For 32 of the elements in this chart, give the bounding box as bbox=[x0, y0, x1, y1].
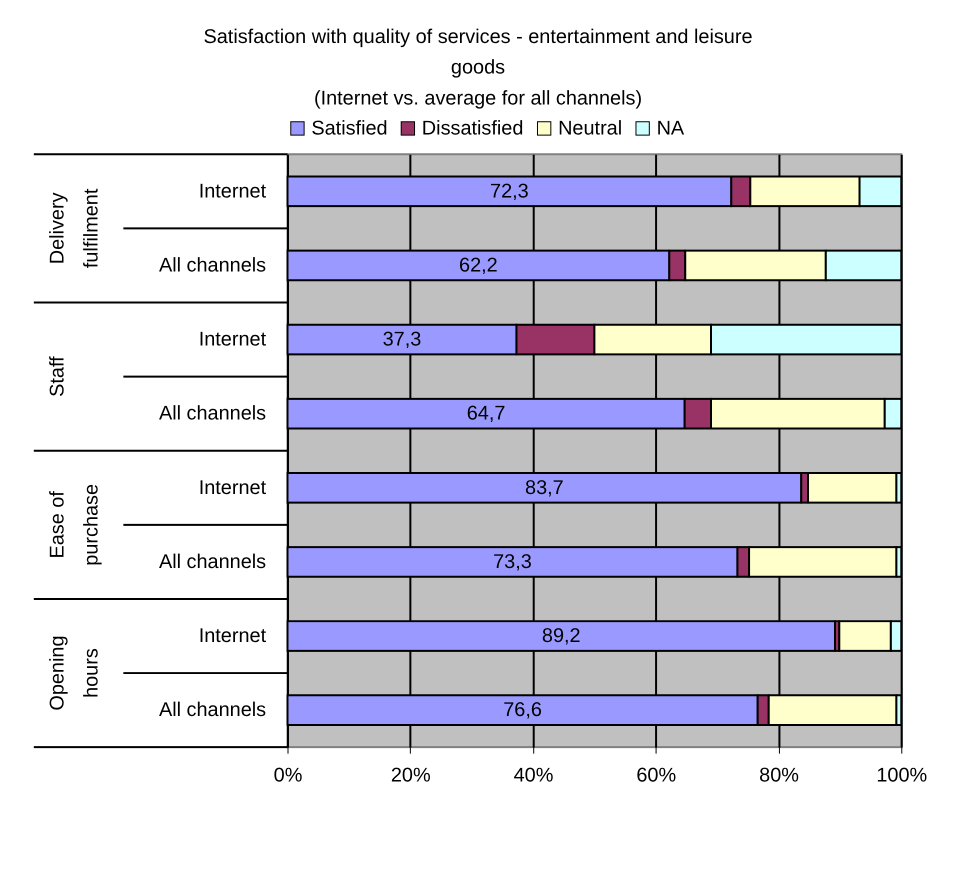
x-tick-label: 40% bbox=[514, 764, 554, 786]
y-tick-label: All channels bbox=[158, 402, 266, 425]
data-label: 76,6 bbox=[503, 699, 542, 722]
data-label: 62,2 bbox=[459, 254, 498, 276]
chart-title: Satisfaction with quality of services - entertainment and leisure goods bbox=[203, 26, 753, 79]
legend-label: NA bbox=[656, 117, 685, 140]
y-tick-label: Internet bbox=[198, 476, 267, 499]
text: Staff bbox=[46, 356, 69, 397]
x-tick-label: 0% bbox=[274, 764, 302, 786]
data-label: 73,3 bbox=[493, 550, 532, 573]
data-label: 89,2 bbox=[542, 624, 581, 647]
legend-label: Satisfied bbox=[311, 117, 388, 140]
y-tick-label: Internet bbox=[198, 180, 267, 202]
x-tick-label: 60% bbox=[636, 764, 676, 786]
chart-subtitle: (Internet vs. average for all channels) bbox=[314, 88, 642, 110]
legend-label: Neutral bbox=[558, 117, 622, 140]
legend-label: Dissatisfied bbox=[422, 117, 524, 140]
data-label: 83,7 bbox=[525, 476, 564, 499]
y-tick-label: Internet bbox=[198, 624, 267, 647]
data-label: 37,3 bbox=[382, 328, 422, 351]
data-label: 64,7 bbox=[466, 402, 506, 425]
y-tick-label: Internet bbox=[198, 328, 267, 351]
y-tick-label: All channels bbox=[158, 254, 266, 276]
text: Opening hours bbox=[46, 635, 102, 711]
y-tick-label: All channels bbox=[158, 699, 266, 722]
x-tick-label: 20% bbox=[390, 764, 431, 786]
text: Delivery fulfilment bbox=[46, 188, 102, 268]
y-tick-label: All channels bbox=[158, 550, 266, 573]
x-tick-label: 100% bbox=[876, 764, 928, 786]
x-tick-label: 80% bbox=[759, 764, 799, 786]
data-label: 72,3 bbox=[490, 180, 529, 202]
text: Ease of purchase bbox=[46, 484, 102, 566]
